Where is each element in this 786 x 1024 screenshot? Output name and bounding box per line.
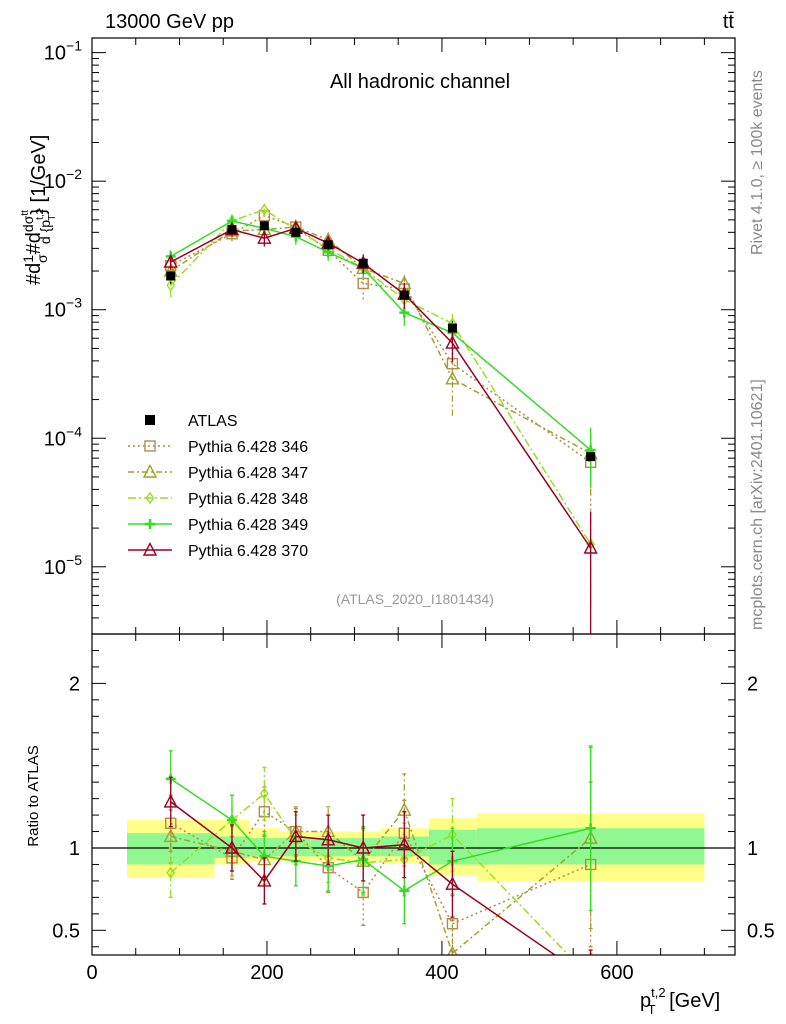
ylabel-part-unit: } [1/GeV] bbox=[28, 135, 50, 215]
ratio-plot-frame bbox=[91, 633, 736, 956]
ratio-y-tick-label-right: 2 bbox=[747, 673, 758, 695]
ylabel-part-dsigma: dσ bbox=[20, 215, 36, 232]
ratio-point bbox=[226, 815, 237, 826]
rivet-label: Rivet 4.1.0, ≥ 100k events bbox=[749, 70, 766, 255]
xlabel-unit: [GeV] bbox=[664, 990, 721, 1012]
legend-marker bbox=[144, 440, 156, 452]
ylabel-part-1: 1 bbox=[20, 255, 36, 263]
ylabel-part-d2: #d bbox=[23, 232, 45, 254]
series-point bbox=[399, 307, 410, 318]
main-plot-title: All hadronic channel bbox=[330, 71, 510, 93]
atlas-data-point bbox=[323, 240, 333, 250]
legend: ATLAS Pythia 6.428 346 Pythia 6.428 347 Pyt… bbox=[128, 413, 308, 560]
ratio-series-pythia-6-428-348 bbox=[166, 766, 593, 955]
main-y-tick-label: 10−5 bbox=[44, 552, 82, 579]
atlas-data-point bbox=[358, 258, 368, 268]
ratio-point bbox=[163, 793, 178, 808]
atlas-data-point bbox=[399, 290, 409, 300]
x-axis-label: pt,2 T [GeV] bbox=[640, 985, 720, 1017]
ratio-point bbox=[257, 872, 272, 887]
main-y-axis-label: #d1σ#ddσttd {pt,2T} [1/GeV] bbox=[20, 135, 58, 285]
ratio-point bbox=[397, 836, 412, 851]
ylabel-part-T: T bbox=[47, 215, 58, 221]
ylabel-part-sigma: σ bbox=[34, 254, 50, 263]
xlabel-sub: T bbox=[648, 1002, 656, 1017]
series-point bbox=[445, 370, 460, 385]
ratio-series-line bbox=[170, 810, 591, 925]
svg-text:#d1σ#ddσttd {pt,2T} [1/GeV]: #d1σ#ddσttd {pt,2T} [1/GeV] bbox=[20, 135, 58, 285]
legend-label: Pythia 6.428 346 bbox=[188, 439, 308, 456]
legend-marker-atlas bbox=[145, 415, 155, 425]
legend-marker bbox=[142, 463, 158, 478]
atlas-data-point bbox=[291, 227, 301, 237]
ratio-point bbox=[166, 866, 176, 879]
main-plot-axes: 10−1 10−2 10−3 10−4 10−5 bbox=[44, 37, 736, 635]
process-label: tt̄ bbox=[723, 11, 735, 33]
series-point bbox=[257, 230, 272, 244]
series-point bbox=[445, 335, 460, 349]
ratio-point bbox=[356, 839, 371, 854]
legend-label: Pythia 6.428 349 bbox=[188, 517, 308, 534]
ratio-y-tick-label-right: 0.5 bbox=[747, 920, 775, 942]
x-tick-label: 600 bbox=[600, 962, 633, 984]
ratio-point bbox=[288, 828, 303, 843]
x-tick-label: 200 bbox=[250, 962, 283, 984]
series-point bbox=[583, 539, 598, 554]
ratio-point bbox=[224, 839, 240, 854]
ylabel-part-dp: d {p bbox=[37, 220, 53, 244]
x-tick-label: 0 bbox=[86, 962, 97, 984]
series-point bbox=[163, 254, 178, 268]
main-y-tick-label: 10−3 bbox=[44, 295, 82, 322]
legend-label: Pythia 6.428 348 bbox=[188, 491, 308, 508]
atlas-data-point bbox=[259, 221, 269, 231]
ratio-y-tick-label: 1 bbox=[69, 838, 80, 860]
ratio-point bbox=[445, 876, 460, 890]
xlabel-p: p bbox=[640, 990, 651, 1012]
legend-label: Pythia 6.428 370 bbox=[188, 543, 308, 560]
ratio-point bbox=[447, 945, 458, 955]
ratio-point bbox=[259, 787, 269, 800]
ratio-series-line bbox=[170, 792, 570, 955]
mcplots-label: mcplots.cern.ch [arXiv:2401.10621] bbox=[749, 379, 766, 630]
legend-label: Pythia 6.428 347 bbox=[188, 465, 308, 482]
legend-marker bbox=[145, 491, 155, 505]
ratio-plot-axes: 0.5 0.5 1 1 2 2 0 200 400 600 bbox=[52, 633, 775, 984]
ylabel-part-t2: t,2 bbox=[35, 208, 46, 220]
ratio-y-tick-label: 0.5 bbox=[52, 920, 80, 942]
series-point bbox=[166, 279, 176, 292]
ylabel-part-tt: tt bbox=[20, 210, 31, 216]
main-y-tick-label: 10−4 bbox=[44, 423, 82, 450]
ratio-plot-panel: 0.5 0.5 1 1 2 2 0 200 400 600 Ratio to ATLAS pt,2… bbox=[25, 633, 775, 1017]
ratio-y-tick-label: 2 bbox=[69, 673, 80, 695]
ratio-series-pythia-6-428-370 bbox=[163, 776, 593, 955]
series-point bbox=[259, 203, 269, 216]
ratio-y-axis-label: Ratio to ATLAS bbox=[25, 745, 42, 846]
atlas-data-point bbox=[447, 323, 457, 333]
analysis-watermark: (ATLAS_2020_I1801434) bbox=[336, 591, 494, 607]
x-tick-label: 400 bbox=[425, 962, 458, 984]
atlas-data-point bbox=[586, 452, 596, 462]
atlas-data-point bbox=[166, 271, 176, 281]
legend-label-atlas: ATLAS bbox=[188, 413, 238, 430]
svg-text:pt,2T [GeV]: pt,2 T [GeV] bbox=[640, 985, 720, 1017]
ratio-point bbox=[399, 885, 410, 896]
main-y-tick-label: 10−2 bbox=[44, 166, 82, 193]
xlabel-sup: t,2 bbox=[651, 985, 665, 1000]
legend-marker bbox=[145, 519, 155, 529]
main-plot-data bbox=[163, 203, 598, 634]
atlas-data-point bbox=[227, 225, 237, 235]
main-plot-panel: All hadronic channel (ATLAS_2020_I180143… bbox=[20, 37, 736, 635]
energy-label: 13000 GeV pp bbox=[105, 11, 234, 33]
ratio-plot-data bbox=[163, 745, 598, 955]
series-line bbox=[170, 214, 592, 463]
ratio-point bbox=[321, 831, 336, 846]
ratio-uncertainty-bands bbox=[92, 813, 735, 881]
legend-marker bbox=[142, 541, 158, 556]
ratio-point bbox=[585, 823, 596, 834]
ratio-point bbox=[163, 828, 178, 843]
main-y-tick-label: 10−1 bbox=[44, 38, 82, 65]
ylabel-part-d1: #d bbox=[23, 263, 45, 285]
ratio-y-tick-label-right: 1 bbox=[747, 838, 758, 860]
